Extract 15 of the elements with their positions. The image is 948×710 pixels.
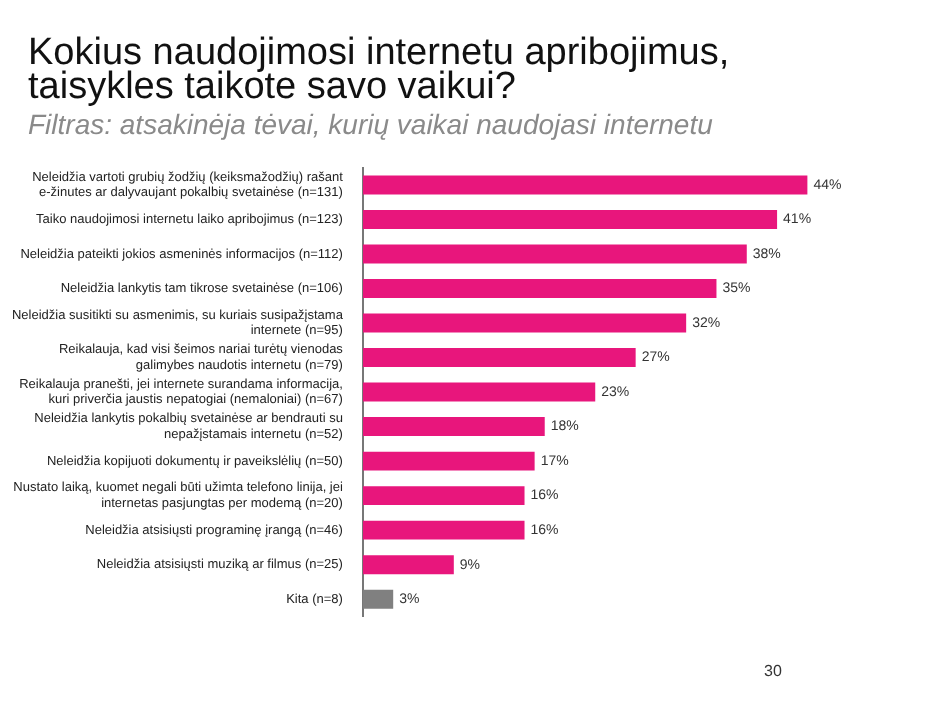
bar [362, 348, 636, 368]
bar [362, 555, 454, 575]
chart-subtitle: Filtras: atsakinėja tėvai, kurių vaikai naudojasi internetu [28, 108, 713, 140]
bar [362, 451, 535, 471]
bar [362, 520, 525, 540]
bar [362, 210, 778, 230]
bar [362, 279, 717, 299]
bar [362, 244, 747, 264]
text: 30 [764, 662, 782, 680]
bar [362, 486, 525, 506]
chart-title: Kokius naudojimosi internetu apribojimus, taisykles taikote savo vaikui? [28, 32, 732, 108]
bar [362, 175, 808, 195]
bar [362, 382, 596, 402]
bar [362, 313, 687, 333]
bar [362, 417, 545, 437]
